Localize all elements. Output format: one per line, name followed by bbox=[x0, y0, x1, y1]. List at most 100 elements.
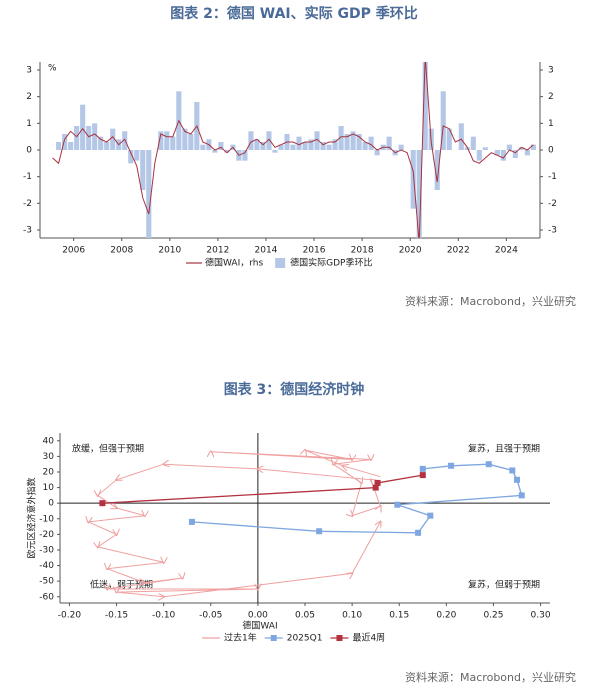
x-tick-label: 2016 bbox=[303, 246, 326, 256]
x-tick-label: 0.15 bbox=[389, 611, 409, 621]
point bbox=[509, 467, 516, 474]
y-axis-label: 欧元区经济意外指数 bbox=[26, 477, 38, 558]
x-tick-label: 2010 bbox=[158, 246, 181, 256]
quadrant-label: 复苏，且强于预期 bbox=[468, 443, 540, 455]
y2-tick-label: 2 bbox=[548, 92, 554, 102]
bar bbox=[92, 123, 98, 150]
x-tick-label: 0.00 bbox=[248, 611, 268, 621]
bar bbox=[512, 150, 518, 158]
point bbox=[448, 462, 455, 469]
bar bbox=[464, 147, 470, 150]
x-tick-label: 2024 bbox=[495, 246, 518, 256]
bar bbox=[74, 126, 80, 150]
bar bbox=[530, 144, 536, 150]
bar bbox=[188, 134, 194, 150]
y-tick-label: 3 bbox=[26, 66, 32, 76]
y-tick-label: -60 bbox=[39, 592, 54, 602]
bar bbox=[68, 142, 74, 150]
bar bbox=[278, 144, 284, 150]
legend-label: 2025Q1 bbox=[287, 634, 323, 644]
y-tick-label: -10 bbox=[39, 514, 54, 524]
y-tick-label: 1 bbox=[26, 119, 32, 129]
bar bbox=[320, 142, 326, 150]
point bbox=[427, 512, 434, 519]
bar bbox=[506, 144, 512, 150]
y2-tick-label: 3 bbox=[548, 66, 554, 76]
bar bbox=[518, 147, 524, 150]
quadrant-label: 放缓，但强于预期 bbox=[72, 443, 144, 455]
bar bbox=[356, 134, 362, 150]
bar bbox=[440, 91, 446, 150]
bar bbox=[248, 131, 254, 150]
x-axis-label: 德国WAI bbox=[242, 620, 277, 632]
bar bbox=[290, 144, 296, 150]
point bbox=[485, 461, 492, 468]
legend-label: 过去1年 bbox=[224, 632, 257, 644]
bar bbox=[422, 62, 428, 151]
bar bbox=[296, 136, 302, 150]
bar bbox=[482, 147, 488, 150]
legend-swatch bbox=[336, 635, 343, 641]
bar bbox=[80, 104, 86, 150]
line bbox=[52, 62, 534, 238]
quadrant-label: 复苏，但弱于预期 bbox=[468, 579, 540, 591]
y-tick-label: 2 bbox=[26, 92, 32, 102]
bar bbox=[332, 139, 338, 150]
bar bbox=[122, 131, 128, 150]
point bbox=[374, 479, 381, 486]
y-tick-label: -30 bbox=[39, 545, 54, 555]
legend-swatch bbox=[275, 258, 286, 268]
x-tick-label: -0.20 bbox=[58, 611, 82, 621]
bar bbox=[128, 150, 134, 164]
x-tick-label: -0.15 bbox=[105, 611, 128, 621]
y-tick-label: 40 bbox=[43, 436, 55, 446]
bar bbox=[182, 128, 188, 150]
legend-swatch bbox=[270, 635, 277, 641]
y2-tick-label: -3 bbox=[548, 226, 557, 236]
x-tick-label: -0.05 bbox=[199, 611, 222, 621]
bar bbox=[260, 142, 266, 150]
x-tick-label: 0.20 bbox=[436, 611, 456, 621]
point bbox=[394, 501, 401, 508]
bar bbox=[218, 142, 224, 150]
plot-area bbox=[52, 62, 536, 238]
bar bbox=[98, 136, 104, 150]
y-tick-label: 0 bbox=[26, 146, 32, 156]
y-tick-label: 20 bbox=[43, 467, 55, 477]
bar bbox=[386, 136, 392, 150]
y-tick-label: -50 bbox=[39, 577, 54, 587]
bar bbox=[338, 126, 344, 150]
bar bbox=[302, 142, 308, 150]
bar bbox=[134, 150, 140, 161]
bar bbox=[266, 131, 272, 150]
bar bbox=[344, 134, 350, 150]
y-tick-label: -1 bbox=[23, 172, 32, 182]
y-tick-label: -2 bbox=[23, 199, 32, 209]
bar bbox=[524, 150, 530, 156]
point bbox=[419, 472, 426, 479]
bar bbox=[326, 144, 332, 150]
point bbox=[419, 465, 426, 472]
legend-label: 德国WAI，rhs bbox=[205, 257, 263, 269]
bar bbox=[104, 142, 110, 150]
bar bbox=[458, 123, 464, 150]
x-tick-label: 2008 bbox=[110, 246, 133, 256]
bar bbox=[368, 136, 374, 150]
x-tick-label: 0.25 bbox=[483, 611, 503, 621]
bar bbox=[410, 150, 416, 209]
x-tick-label: 2018 bbox=[351, 246, 374, 256]
point bbox=[316, 528, 323, 535]
source: 资料来源：Macrobond，兴业研究 bbox=[405, 670, 576, 684]
bar bbox=[308, 139, 314, 150]
chart-title: 图表 3：德国经济时钟 bbox=[224, 381, 365, 398]
point bbox=[518, 492, 525, 499]
bar bbox=[398, 144, 404, 150]
bar bbox=[140, 150, 146, 190]
chart-title: 图表 2：德国 WAI、实际 GDP 季环比 bbox=[170, 5, 417, 22]
bar bbox=[212, 150, 218, 153]
point bbox=[99, 500, 106, 507]
y-tick-label: 0 bbox=[48, 499, 54, 509]
y2-tick-label: -1 bbox=[548, 172, 557, 182]
legend-label: 德国实际GDP季环比 bbox=[290, 257, 372, 269]
